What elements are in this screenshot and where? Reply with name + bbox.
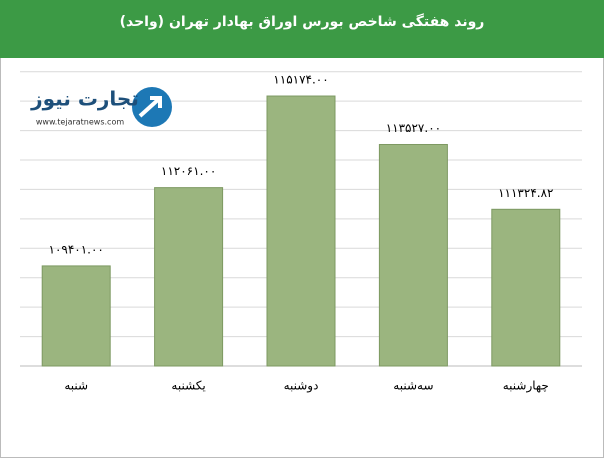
x-tick-label: یکشنبه [171, 379, 205, 393]
logo-arrow [138, 96, 162, 118]
chart-title: روند هفتگی شاخص بورس اوراق بهادار تهران … [120, 13, 485, 30]
value-label: ۱۱۳۵۲۷.۰۰ [386, 121, 441, 135]
value-label: ۱۱۱۳۲۴.۸۲ [498, 186, 553, 200]
logo-name: تجارت نیوز [30, 87, 139, 111]
logo-url: www.tejaratnews.com [36, 118, 124, 127]
x-tick-label: دوشنبه [284, 379, 319, 394]
bar [378, 143, 448, 367]
value-label: ۱۰۹۴۰۱.۰۰ [49, 242, 104, 256]
bar [266, 95, 336, 367]
header [0, 0, 604, 58]
x-tick-label: شنبه [64, 379, 88, 393]
x-tick-label: سه‌شنبه [393, 379, 433, 393]
bar [154, 187, 224, 367]
bar [41, 265, 111, 367]
value-label: ۱۱۵۱۷۴.۰۰ [273, 73, 328, 87]
x-tick-label: چهارشنبه [503, 379, 549, 394]
logo: تجارت نیوز www.tejaratnews.com [30, 87, 172, 127]
value-label: ۱۱۲۰۶۱.۰۰ [161, 164, 216, 178]
bar [491, 208, 561, 367]
